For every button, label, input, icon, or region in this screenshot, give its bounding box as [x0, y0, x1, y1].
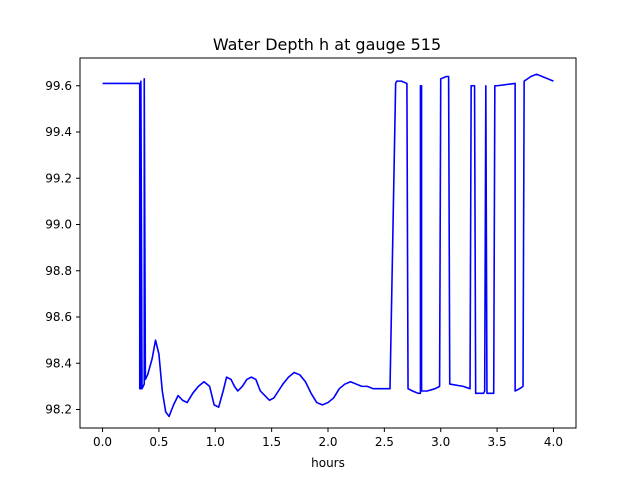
x-tick-label: 0.5: [149, 435, 168, 449]
water-depth-series-line: [102, 73, 554, 418]
x-tick-label: 0.0: [93, 435, 112, 449]
y-tick-label: 99.6: [45, 79, 72, 93]
y-tick-label: 98.6: [45, 310, 72, 324]
x-tick-label: 1.5: [262, 435, 281, 449]
y-axis: 98.2 98.4 98.6 98.8 99.0 99.2 99.4 99.6: [45, 79, 80, 417]
y-tick-label: 98.8: [45, 264, 72, 278]
x-tick-label: 2.0: [318, 435, 337, 449]
x-axis: 0.0 0.5 1.0 1.5 2.0 2.5 3.0 3.5 4.0: [93, 428, 563, 449]
y-tick-label: 98.4: [45, 356, 72, 370]
x-tick-label: 3.5: [488, 435, 507, 449]
y-tick-label: 98.2: [45, 403, 72, 417]
y-tick-label: 99.2: [45, 171, 72, 185]
x-tick-label: 3.0: [431, 435, 450, 449]
x-tick-label: 1.0: [206, 435, 225, 449]
x-axis-label: hours: [311, 456, 345, 470]
y-tick-label: 99.4: [45, 125, 72, 139]
chart-title: Water Depth h at gauge 515: [213, 35, 441, 54]
plot-area-frame: [79, 57, 577, 429]
y-tick-label: 99.0: [45, 218, 72, 232]
x-tick-label: 2.5: [375, 435, 394, 449]
x-tick-label: 4.0: [544, 435, 563, 449]
